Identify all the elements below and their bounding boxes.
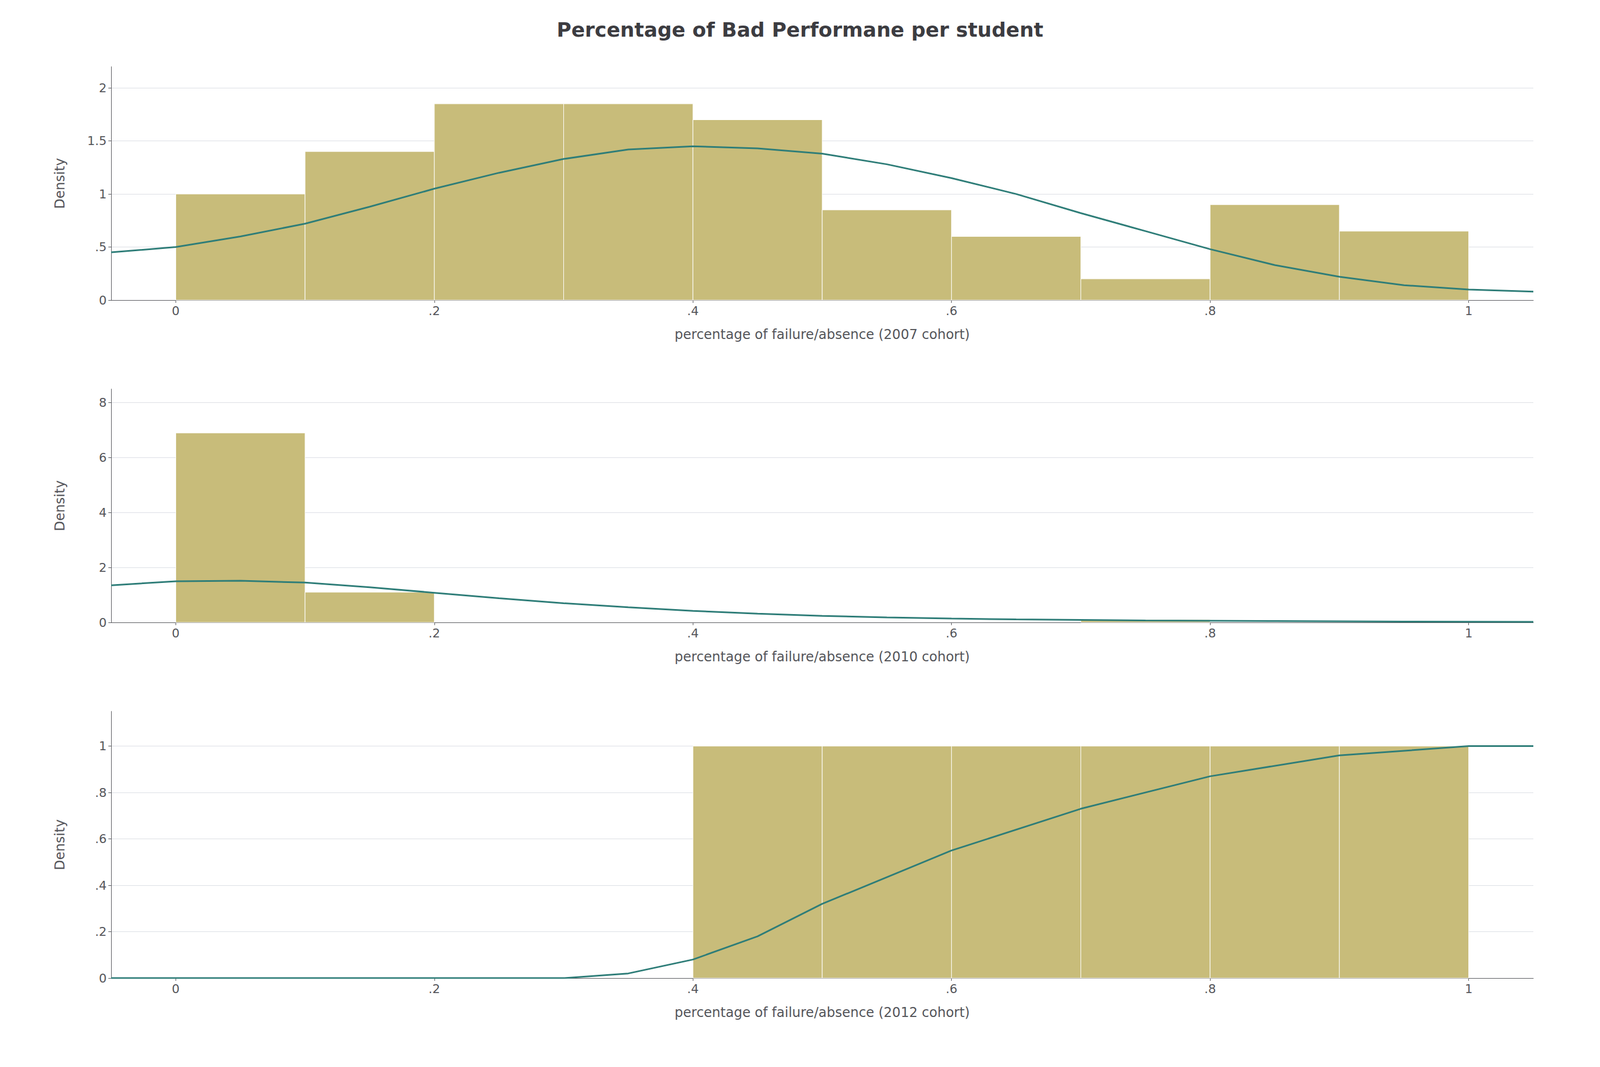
- svg-text:.2: .2: [428, 981, 440, 996]
- svg-text:.4: .4: [95, 878, 107, 893]
- svg-text:.6: .6: [945, 981, 958, 996]
- svg-text:Density: Density: [52, 818, 68, 870]
- svg-text:.6: .6: [945, 303, 958, 318]
- svg-text:.6: .6: [95, 831, 107, 846]
- svg-text:.4: .4: [687, 303, 699, 318]
- svg-text:6: 6: [98, 450, 107, 465]
- svg-text:0: 0: [171, 981, 180, 996]
- svg-text:1: 1: [98, 187, 107, 202]
- svg-text:0: 0: [98, 293, 107, 308]
- svg-text:0: 0: [171, 626, 180, 640]
- svg-text:percentage of failure/absence: percentage of failure/absence (2010 coho…: [674, 648, 970, 665]
- svg-text:.8: .8: [1204, 303, 1217, 318]
- svg-text:.2: .2: [95, 924, 107, 939]
- svg-text:.2: .2: [428, 303, 440, 318]
- svg-text:percentage of failure/absence: percentage of failure/absence (2012 coho…: [674, 1004, 970, 1020]
- svg-text:Density: Density: [52, 480, 68, 531]
- svg-text:Percentage of Bad Performane p: Percentage of Bad Performane per student: [556, 18, 1044, 42]
- svg-text:1: 1: [1465, 303, 1473, 318]
- svg-text:Density: Density: [52, 157, 68, 209]
- svg-text:0: 0: [98, 615, 107, 630]
- svg-text:1.5: 1.5: [87, 133, 107, 148]
- svg-text:.8: .8: [1204, 626, 1217, 640]
- svg-text:.4: .4: [687, 626, 699, 640]
- svg-text:1: 1: [98, 738, 107, 753]
- svg-text:0: 0: [171, 303, 180, 318]
- svg-text:2: 2: [98, 81, 107, 95]
- svg-text:.6: .6: [945, 626, 958, 640]
- svg-text:2: 2: [98, 560, 107, 575]
- svg-text:0: 0: [98, 971, 107, 985]
- svg-text:.8: .8: [95, 785, 107, 800]
- svg-text:1: 1: [1465, 981, 1473, 996]
- svg-text:4: 4: [98, 505, 107, 520]
- svg-text:.5: .5: [95, 240, 107, 254]
- svg-text:.2: .2: [428, 626, 440, 640]
- svg-text:8: 8: [98, 395, 107, 410]
- svg-text:.8: .8: [1204, 981, 1217, 996]
- svg-text:.4: .4: [687, 981, 699, 996]
- svg-text:percentage of failure/absence: percentage of failure/absence (2007 coho…: [674, 326, 970, 343]
- svg-text:1: 1: [1465, 626, 1473, 640]
